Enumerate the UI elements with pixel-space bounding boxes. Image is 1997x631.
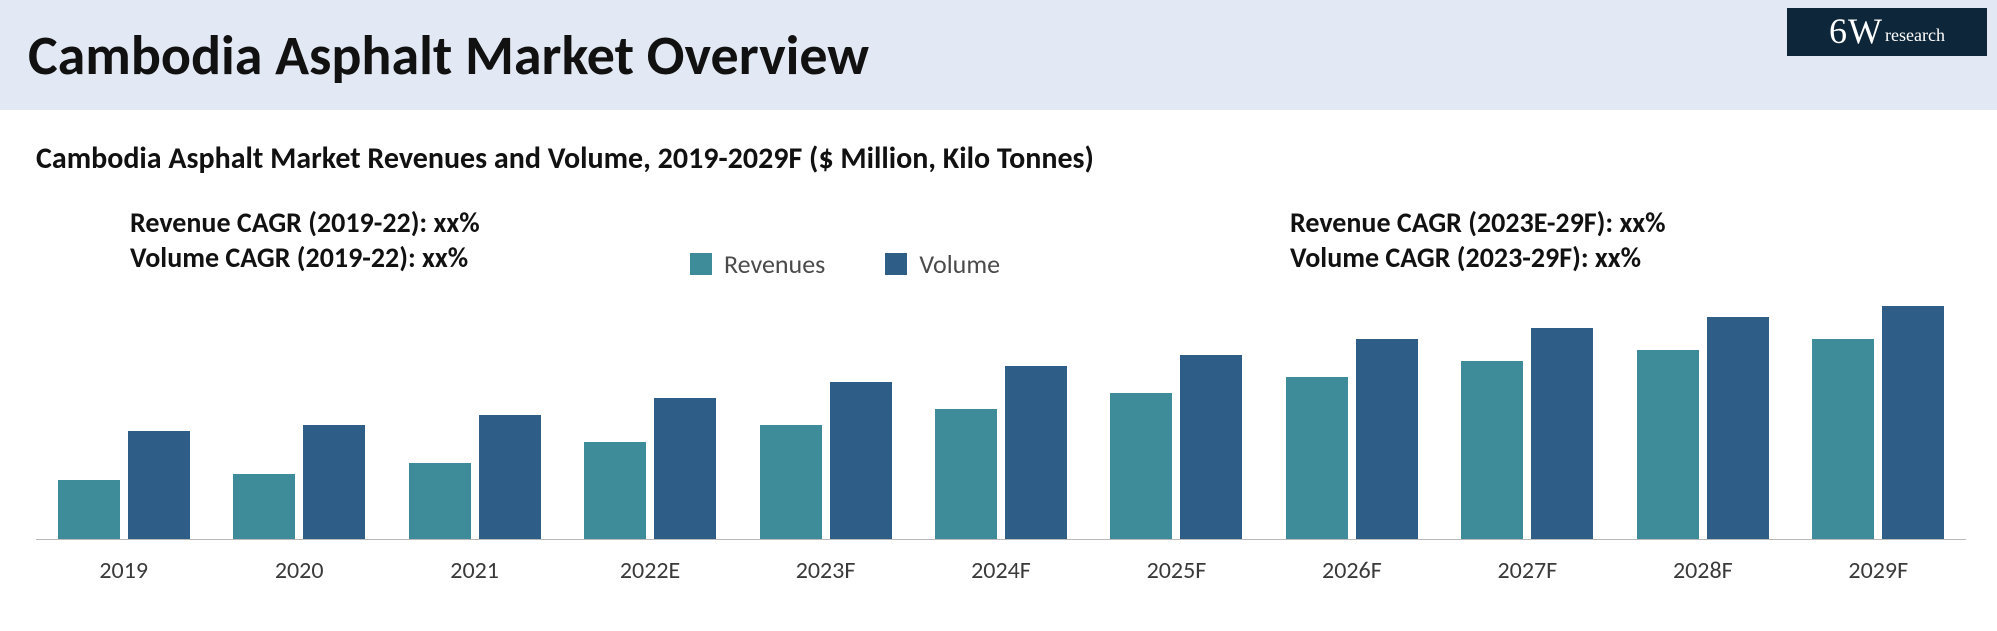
x-axis-label: 2027F xyxy=(1440,556,1615,585)
x-axis-label: 2025F xyxy=(1089,556,1264,585)
x-axis-label: 2028F xyxy=(1615,556,1790,585)
revenues-bar xyxy=(233,474,295,539)
cagr-left-line2: Volume CAGR (2019-22): xx% xyxy=(130,240,480,275)
volume-bar xyxy=(303,425,365,539)
volume-bar xyxy=(1356,339,1418,539)
x-axis-label: 2019 xyxy=(36,556,211,585)
revenues-bar xyxy=(1637,350,1699,539)
x-axis-labels: 2019202020212022E2023F2024F2025F2026F202… xyxy=(36,556,1966,585)
cagr-left-block: Revenue CAGR (2019-22): xx% Volume CAGR … xyxy=(130,205,480,275)
bars-container xyxy=(36,301,1966,539)
cagr-right-line1: Revenue CAGR (2023E-29F): xx% xyxy=(1290,205,1666,240)
volume-bar xyxy=(1531,328,1593,539)
bar-group xyxy=(738,301,913,539)
x-axis-baseline xyxy=(36,539,1966,540)
bar-group xyxy=(1440,301,1615,539)
x-axis-label: 2023F xyxy=(738,556,913,585)
volume-bar xyxy=(479,415,541,539)
header-band: Cambodia Asphalt Market Overview 6W rese… xyxy=(0,0,1997,110)
bar-group xyxy=(1089,301,1264,539)
x-axis-label: 2024F xyxy=(913,556,1088,585)
bar-group xyxy=(1264,301,1439,539)
legend-swatch-volume xyxy=(885,253,907,275)
chart-area xyxy=(36,300,1966,540)
revenues-bar xyxy=(409,463,471,539)
logo-text-small: research xyxy=(1885,25,1945,46)
volume-bar xyxy=(830,382,892,539)
revenues-bar xyxy=(584,442,646,539)
revenues-bar xyxy=(760,425,822,539)
x-axis-label: 2021 xyxy=(387,556,562,585)
logo-text-big: 6W xyxy=(1829,10,1883,52)
chart-subtitle: Cambodia Asphalt Market Revenues and Vol… xyxy=(36,140,1094,177)
volume-bar xyxy=(1882,306,1944,539)
legend: Revenues Volume xyxy=(690,248,1000,280)
bar-group xyxy=(1615,301,1790,539)
revenues-bar xyxy=(1286,377,1348,539)
x-axis-label: 2029F xyxy=(1791,556,1966,585)
legend-item-volume: Volume xyxy=(885,248,1000,280)
bar-group xyxy=(562,301,737,539)
revenues-bar xyxy=(1110,393,1172,539)
bar-group xyxy=(913,301,1088,539)
bar-group xyxy=(1791,301,1966,539)
revenues-bar xyxy=(58,480,120,540)
legend-item-revenues: Revenues xyxy=(690,248,825,280)
bar-group xyxy=(211,301,386,539)
volume-bar xyxy=(1707,317,1769,539)
logo-6wresearch: 6W research xyxy=(1787,8,1987,56)
volume-bar xyxy=(128,431,190,539)
page-title: Cambodia Asphalt Market Overview xyxy=(28,22,869,90)
legend-swatch-revenues xyxy=(690,253,712,275)
x-axis-label: 2026F xyxy=(1264,556,1439,585)
cagr-right-block: Revenue CAGR (2023E-29F): xx% Volume CAG… xyxy=(1290,205,1666,275)
revenues-bar xyxy=(1812,339,1874,539)
bar-group xyxy=(36,301,211,539)
volume-bar xyxy=(654,398,716,539)
legend-label-volume: Volume xyxy=(919,248,1000,280)
legend-label-revenues: Revenues xyxy=(724,248,825,280)
volume-bar xyxy=(1180,355,1242,539)
x-axis-label: 2022E xyxy=(562,556,737,585)
cagr-left-line1: Revenue CAGR (2019-22): xx% xyxy=(130,205,480,240)
x-axis-label: 2020 xyxy=(211,556,386,585)
revenues-bar xyxy=(1461,361,1523,540)
volume-bar xyxy=(1005,366,1067,539)
bar-group xyxy=(387,301,562,539)
cagr-right-line2: Volume CAGR (2023-29F): xx% xyxy=(1290,240,1666,275)
revenues-bar xyxy=(935,409,997,539)
